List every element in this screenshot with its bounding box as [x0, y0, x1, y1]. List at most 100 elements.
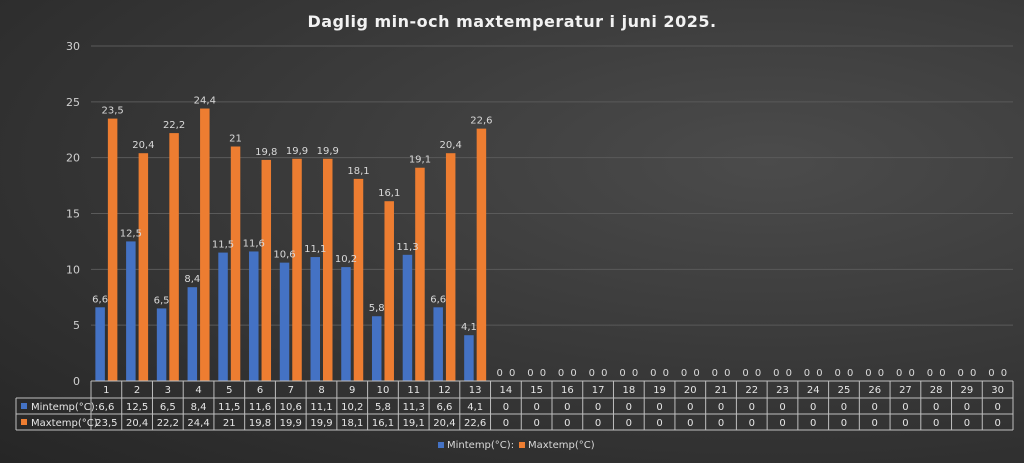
x-tick-label: 24 — [807, 385, 820, 396]
x-tick-label: 29 — [961, 385, 974, 396]
bar — [230, 146, 241, 381]
data-label: 0 — [693, 368, 699, 379]
data-label: 0 — [786, 368, 792, 379]
x-tick-label: 17 — [592, 385, 605, 396]
table-cell: 20,4 — [433, 418, 455, 429]
data-label: 0 — [847, 368, 853, 379]
table-cell: 12,5 — [126, 402, 148, 413]
table-cell: 0 — [564, 402, 570, 413]
data-label: 11,1 — [304, 244, 326, 255]
data-label: 19,9 — [317, 146, 339, 157]
x-tick-label: 26 — [868, 385, 881, 396]
x-tick-label: 27 — [899, 385, 912, 396]
table-cell: 0 — [964, 402, 970, 413]
chart-title: Daglig min-och maxtemperatur i juni 2025… — [307, 12, 716, 31]
table-cell: 19,1 — [403, 418, 425, 429]
table-cell: 0 — [503, 402, 509, 413]
data-label: 0 — [509, 368, 515, 379]
series-key — [21, 403, 27, 409]
table-cell: 0 — [933, 418, 939, 429]
bars — [95, 108, 487, 382]
y-tick-label: 30 — [66, 40, 80, 53]
table-cell: 0 — [626, 402, 632, 413]
table-cell: 0 — [902, 418, 908, 429]
data-labels: 6,6 12,5 6,5 8,4 11,5 11,6 10,6 11,1 10,2 5,8 11,3… — [92, 96, 1007, 379]
table-cell: 0 — [779, 418, 785, 429]
data-label: 0 — [650, 368, 656, 379]
table-cell: 0 — [595, 402, 601, 413]
x-tick-label: 23 — [776, 385, 789, 396]
bar — [464, 335, 474, 381]
bar — [126, 241, 136, 381]
data-label: 0 — [496, 368, 502, 379]
x-tick-label: 28 — [930, 385, 943, 396]
data-label: 22,6 — [470, 116, 492, 127]
bar — [402, 254, 413, 381]
data-label: 0 — [742, 368, 748, 379]
table-cell: 0 — [656, 418, 662, 429]
bar — [200, 108, 210, 382]
bar — [323, 158, 333, 381]
data-label: 19,8 — [255, 147, 277, 158]
data-label: 6,6 — [92, 294, 108, 305]
data-label: 0 — [570, 368, 576, 379]
table-cell: 0 — [749, 402, 755, 413]
data-label: 0 — [558, 368, 564, 379]
x-tick-label: 2 — [134, 385, 140, 396]
x-tick-label: 5 — [226, 385, 232, 396]
x-tick-label: 20 — [684, 385, 697, 396]
x-tick-label: 9 — [349, 385, 355, 396]
bar — [107, 118, 118, 381]
table-cell: 4,1 — [467, 402, 483, 413]
data-label: 10,2 — [335, 254, 357, 265]
data-label: 0 — [970, 368, 976, 379]
data-label: 0 — [681, 368, 687, 379]
x-tick-label: 22 — [745, 385, 758, 396]
data-label: 0 — [939, 368, 945, 379]
data-label: 23,5 — [101, 106, 123, 117]
bar — [415, 167, 425, 381]
table-cell: 0 — [810, 418, 816, 429]
table-cell: 0 — [902, 402, 908, 413]
grid — [91, 45, 1013, 326]
legend-label: Maxtemp(°C) — [528, 440, 595, 451]
bar — [187, 287, 198, 381]
data-label: 20,4 — [132, 140, 154, 151]
table-cell: 20,4 — [126, 418, 148, 429]
data-label: 0 — [896, 368, 902, 379]
data-label: 0 — [835, 368, 841, 379]
x-tick-label: 11 — [407, 385, 420, 396]
bar — [292, 158, 302, 381]
x-tick-label: 21 — [715, 385, 728, 396]
bar — [445, 153, 456, 381]
data-label: 0 — [619, 368, 625, 379]
x-tick-label: 8 — [318, 385, 324, 396]
data-label: 11,6 — [243, 238, 265, 249]
legend: Mintemp(°C): Maxtemp(°C) — [438, 440, 595, 451]
table-cell: 19,9 — [280, 418, 302, 429]
data-label: 8,4 — [184, 274, 200, 285]
data-label: 0 — [908, 368, 914, 379]
series-key — [21, 419, 27, 425]
table-cell: 0 — [872, 402, 878, 413]
table-cell: 0 — [994, 402, 1000, 413]
x-tick-label: 13 — [469, 385, 482, 396]
table-cell: 18,1 — [341, 418, 363, 429]
bar — [476, 128, 487, 381]
table-cell: 10,6 — [280, 402, 302, 413]
table-cell: 21 — [223, 418, 236, 429]
table-cell: 8,4 — [191, 402, 207, 413]
table-cell: 19,8 — [249, 418, 271, 429]
x-tick-label: 19 — [653, 385, 666, 396]
y-tick-label: 15 — [66, 208, 80, 221]
data-label: 0 — [589, 368, 595, 379]
data-label: 4,1 — [461, 322, 477, 333]
table-cell: 0 — [687, 418, 693, 429]
data-label: 6,6 — [430, 294, 446, 305]
table-cell: 0 — [810, 402, 816, 413]
table-cell: 11,6 — [249, 402, 271, 413]
data-label: 0 — [540, 368, 546, 379]
x-tick-label: 16 — [561, 385, 574, 396]
data-label: 0 — [988, 368, 994, 379]
y-tick-label: 10 — [66, 263, 80, 276]
